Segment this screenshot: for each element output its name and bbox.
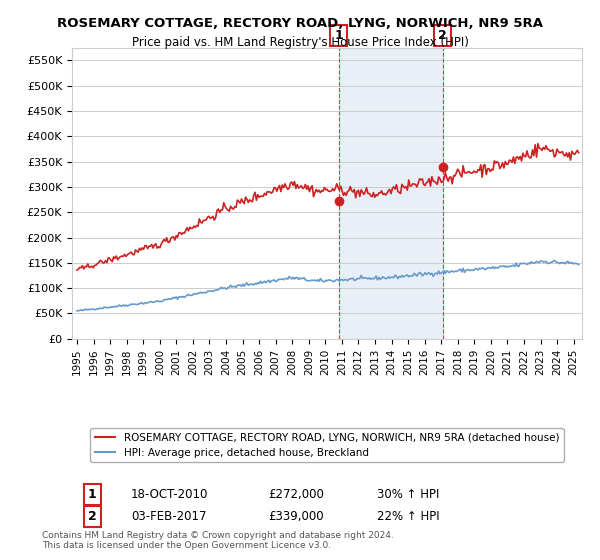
Legend: ROSEMARY COTTAGE, RECTORY ROAD, LYNG, NORWICH, NR9 5RA (detached house), HPI: Av: ROSEMARY COTTAGE, RECTORY ROAD, LYNG, NO… bbox=[91, 428, 563, 461]
Text: £272,000: £272,000 bbox=[268, 488, 325, 501]
Text: 30% ↑ HPI: 30% ↑ HPI bbox=[377, 488, 440, 501]
Text: 2: 2 bbox=[88, 510, 97, 523]
Bar bbox=[338, 48, 443, 339]
Text: ROSEMARY COTTAGE, RECTORY ROAD, LYNG, NORWICH, NR9 5RA: ROSEMARY COTTAGE, RECTORY ROAD, LYNG, NO… bbox=[57, 17, 543, 30]
Text: 03-FEB-2017: 03-FEB-2017 bbox=[131, 510, 206, 523]
Text: 18-OCT-2010: 18-OCT-2010 bbox=[130, 488, 208, 501]
Text: 22% ↑ HPI: 22% ↑ HPI bbox=[377, 510, 440, 523]
Text: 1: 1 bbox=[88, 488, 97, 501]
Text: Price paid vs. HM Land Registry's House Price Index (HPI): Price paid vs. HM Land Registry's House … bbox=[131, 36, 469, 49]
Text: Contains HM Land Registry data © Crown copyright and database right 2024.
This d: Contains HM Land Registry data © Crown c… bbox=[42, 530, 394, 550]
Text: 1: 1 bbox=[334, 29, 343, 42]
Text: £339,000: £339,000 bbox=[269, 510, 324, 523]
Text: 2: 2 bbox=[438, 29, 447, 42]
